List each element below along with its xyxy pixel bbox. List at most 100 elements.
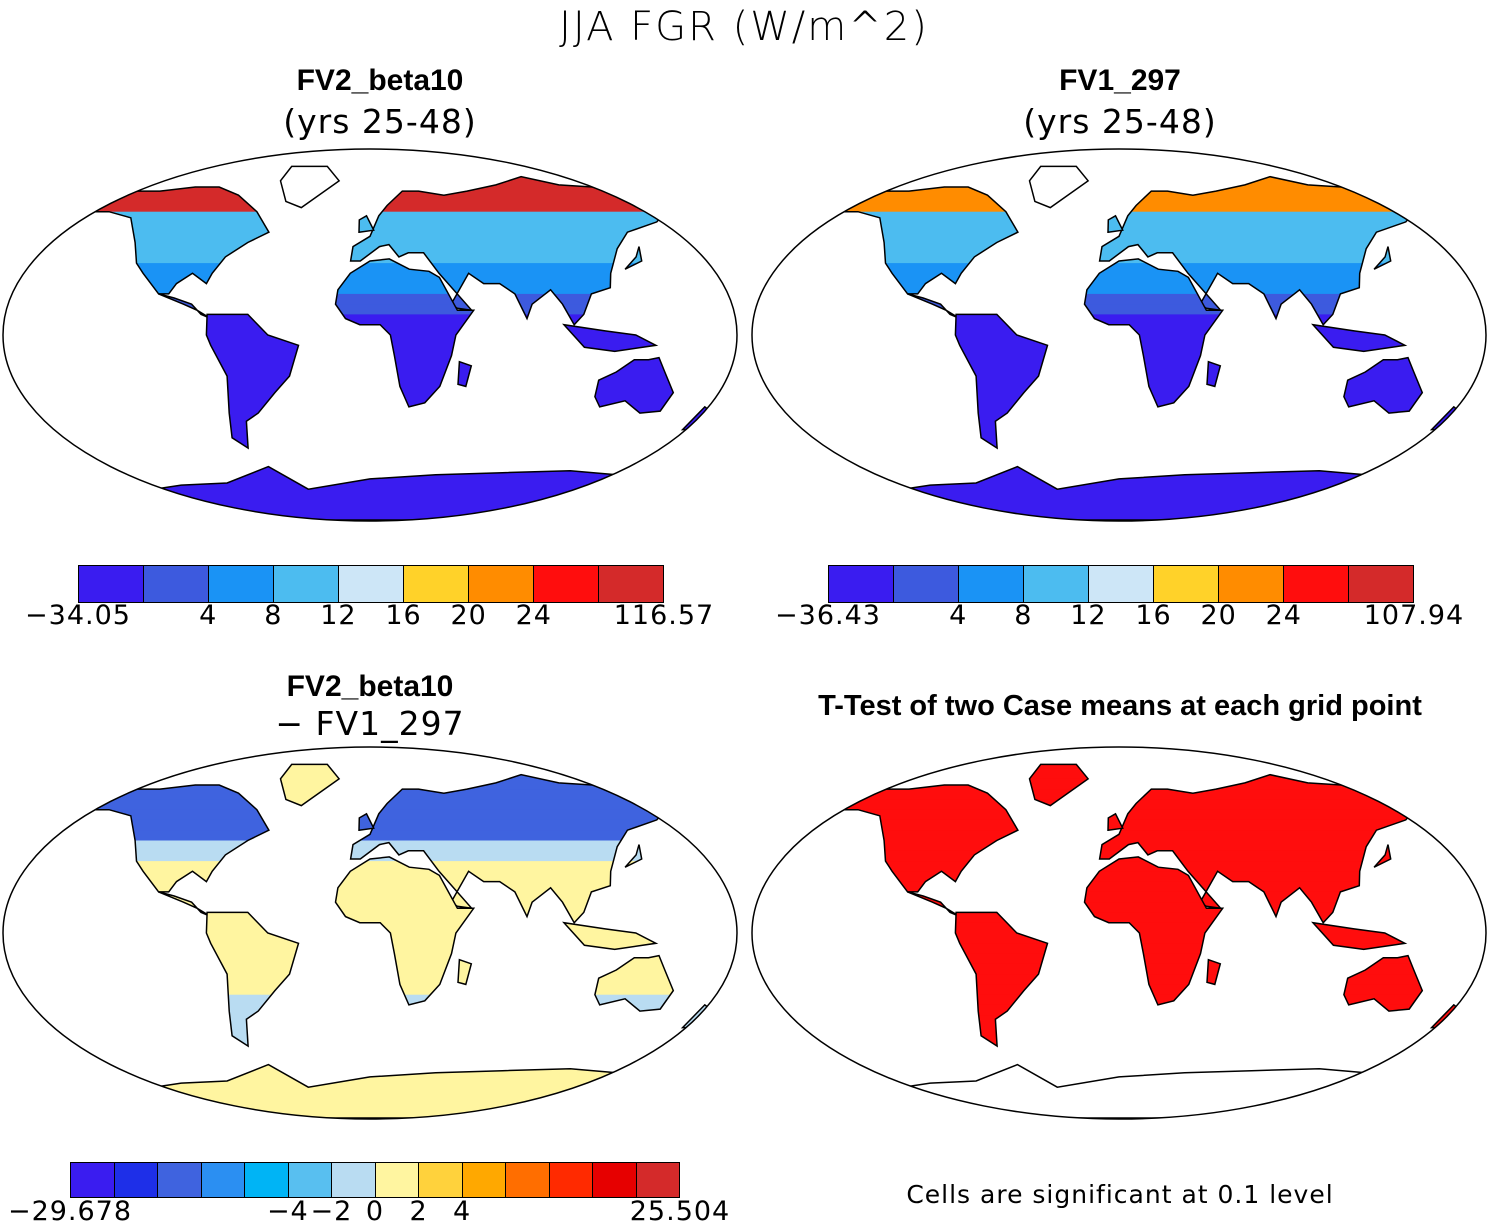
map-cell-band (749, 428, 1488, 439)
map-cell-band (1084, 974, 1223, 985)
colorbar-tick-label: 107.94 (1363, 600, 1465, 631)
map-cell-band (749, 181, 1488, 192)
map-cell-band (749, 469, 1488, 480)
map-cell-band (1084, 963, 1223, 975)
map-cell-band (1207, 365, 1221, 377)
colorbar-swatch (288, 1163, 332, 1197)
map-cell-band (564, 933, 656, 944)
map-cell-band (0, 438, 740, 449)
coastline-indonesia (562, 921, 659, 951)
map-cell-band (749, 769, 1488, 780)
map-cell-band (749, 448, 1488, 459)
map-cell-band (749, 1015, 1488, 1026)
map-cell-band (0, 438, 740, 449)
map-cell-band (749, 417, 1488, 428)
colorbar-swatch (894, 566, 959, 602)
coastline-greenland (279, 763, 341, 807)
colorbar-tick-label: 0 (365, 1196, 385, 1227)
map-cell-band (1084, 304, 1223, 316)
map-cell-band (206, 994, 299, 1006)
map-cell-band (206, 406, 299, 418)
map-cell-band (749, 748, 1488, 759)
colorbar-tick-label: 4 (949, 600, 968, 631)
map-cell-band (1431, 406, 1463, 418)
map-cell-band (1029, 764, 1089, 770)
map-cell-band (206, 984, 299, 996)
map-cell-band (1099, 778, 1420, 790)
map-cell-band (831, 799, 1018, 811)
colorbar-tick-label: 16 (1135, 600, 1172, 631)
map-cell-band (749, 1005, 1488, 1016)
map-cell-band (0, 1015, 740, 1026)
colorbar-tick-label: 8 (1014, 600, 1033, 631)
map-cell-band (955, 417, 1048, 429)
map-cell-band (749, 417, 1488, 428)
map-cell-band (749, 748, 1488, 759)
map-cell-band (594, 357, 674, 367)
map-cell-band (0, 150, 740, 161)
map-cell-band (0, 160, 740, 171)
map-cell-band (749, 1046, 1488, 1057)
map-cell-band (0, 1036, 740, 1047)
map-cell-band (350, 871, 671, 883)
map-cell-band (749, 779, 1488, 790)
map-cell-band (955, 386, 1048, 398)
map-cell-band (0, 448, 740, 459)
map-cell-band (84, 499, 656, 511)
map-cell-band (831, 252, 1018, 264)
map-cell-band (1343, 984, 1423, 996)
map-cell-band (749, 789, 1488, 800)
map-cell-band (749, 448, 1488, 459)
map-cell-band (0, 191, 740, 202)
map-cell-band (0, 748, 740, 759)
map-cell-band (749, 1036, 1488, 1047)
map-cell-band (335, 922, 474, 934)
map-cell-band (831, 191, 1018, 202)
map-cell-band (350, 201, 671, 213)
map-cell-band (82, 830, 269, 842)
colorbar-swatch (599, 566, 663, 602)
map-cell-band (749, 428, 1488, 439)
map-cell-band (335, 902, 474, 914)
map-cell-band (955, 396, 1048, 408)
map-cell-band (749, 1026, 1488, 1037)
map-cell-band (1207, 974, 1221, 985)
coastline-southAmerica (205, 911, 300, 1048)
map-cell-band (749, 1046, 1488, 1057)
map-cell-band (749, 171, 1488, 182)
map-cell-band (0, 1067, 740, 1078)
map-cell-band (0, 428, 740, 439)
map-cell-band (1084, 365, 1223, 377)
map-cell-band (1431, 1004, 1463, 1016)
map-cell-band (0, 1036, 740, 1047)
map-cell-band (350, 211, 671, 223)
coastline-uk (1107, 812, 1124, 832)
map-cell-band (0, 428, 740, 439)
map-cell-band (0, 758, 740, 769)
map-cell-band (831, 263, 1018, 274)
map-cell-band (0, 150, 740, 161)
map-cell-band (350, 850, 671, 862)
map-cell-band (749, 150, 1488, 161)
map-cell-band (1084, 263, 1223, 274)
map-cell-band (749, 1005, 1488, 1016)
panel3-title: FV2_beta10 (286, 670, 454, 703)
map-cell-band (831, 871, 1018, 883)
map-cell-band (0, 191, 740, 202)
map-cell-band (0, 1005, 740, 1016)
map-cell-band (280, 778, 340, 790)
map-cell-band (749, 417, 1488, 428)
map-cell-band (831, 242, 1018, 254)
map-cell-band (833, 499, 1405, 511)
colorbar-tick-label: −36.43 (775, 600, 881, 631)
map-cell-band (0, 438, 740, 449)
map-cell-band (682, 1004, 714, 1016)
map-cell-band (0, 469, 740, 480)
map-cell-band (0, 428, 740, 439)
map-cell-band (0, 181, 740, 192)
map-cell-band (749, 748, 1488, 759)
map-cell-band (206, 324, 299, 336)
coastline-africa (334, 258, 476, 408)
map-cell-band (749, 160, 1488, 171)
map-cell-band (0, 160, 740, 171)
